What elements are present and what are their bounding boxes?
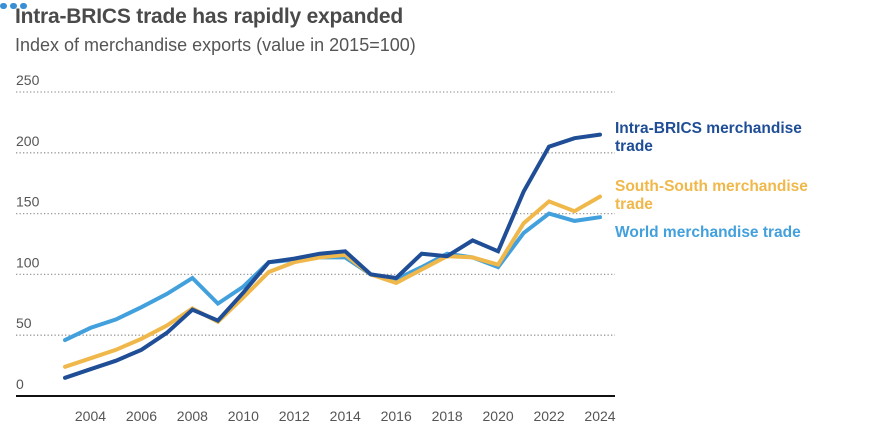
x-tick-label: 2006	[126, 408, 157, 424]
figure-label-fragment	[0, 0, 60, 9]
y-tick-label: 250	[16, 72, 40, 88]
y-tick-label: 100	[16, 254, 40, 270]
y-tick-label: 0	[16, 376, 24, 392]
series-line-south-south-merchandise-trade	[63, 194, 602, 369]
y-tick-label: 50	[16, 315, 32, 331]
x-tick-label: 2022	[533, 408, 564, 424]
legend-labels: Intra-BRICS merchandisetradeSouth-South …	[615, 120, 808, 241]
y-tick-label: 150	[16, 194, 40, 210]
legend-label: trade	[615, 138, 653, 155]
legend-label: World merchandise trade	[615, 224, 801, 241]
y-axis-ticks: 0 50 100 150 200 250	[16, 72, 40, 392]
gridlines	[16, 91, 615, 336]
legend-label: Intra-BRICS merchandise	[615, 120, 802, 137]
x-tick-label: 2024	[584, 408, 615, 424]
x-tick-label: 2012	[279, 408, 310, 424]
series-lines	[63, 132, 602, 380]
x-tick-label: 2018	[432, 408, 463, 424]
x-tick-label: 2016	[381, 408, 412, 424]
y-tick-label: 200	[16, 133, 40, 149]
legend-label: South-South merchandise	[615, 178, 808, 195]
chart-subtitle: Index of merchandise exports (value in 2…	[15, 35, 416, 55]
series-line-intra-brics-merchandise-trade	[63, 132, 602, 380]
x-axis-ticks: 2004 2006 2008 2010 2012 2014 2016 2018 2020 2022…	[75, 408, 616, 424]
x-tick-label: 2010	[228, 408, 259, 424]
x-tick-label: 2020	[483, 408, 514, 424]
chart-title: Intra-BRICS trade has rapidly expanded	[15, 5, 403, 28]
x-tick-label: 2008	[177, 408, 208, 424]
x-tick-label: 2014	[330, 408, 361, 424]
legend-label: trade	[615, 196, 653, 213]
x-tick-label: 2004	[75, 408, 106, 424]
